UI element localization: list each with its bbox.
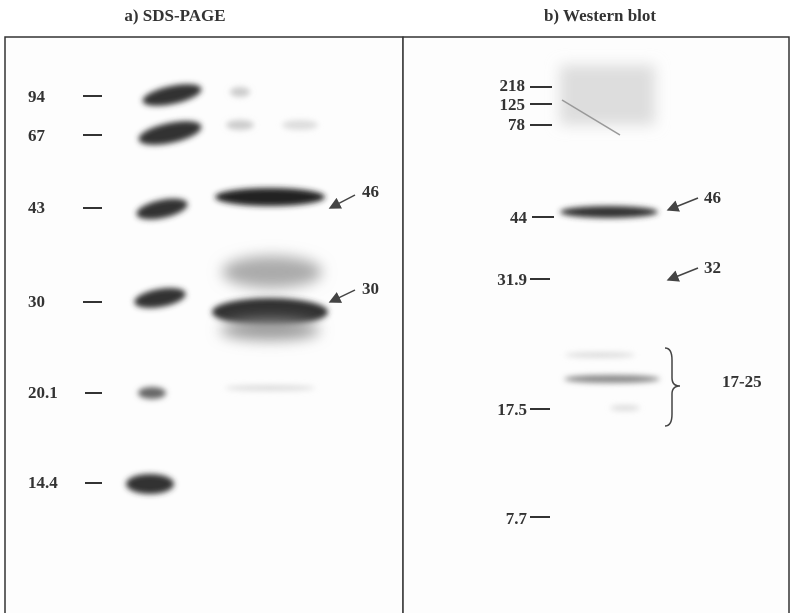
annotations: 46 30 46 32 17-25 (328, 182, 762, 427)
marker-label: 30 (28, 292, 45, 311)
annotation: 17-25 (722, 372, 762, 391)
annotation: 46 (362, 182, 379, 201)
marker-label: 67 (28, 126, 46, 145)
marker-label: 43 (28, 198, 45, 217)
blot-bands (560, 65, 660, 411)
annotation: 32 (704, 258, 721, 277)
marker-label: 78 (508, 115, 525, 134)
annotation: 30 (362, 279, 379, 298)
marker-label: 125 (500, 95, 526, 114)
marker-ladder: 94 67 43 30 20.1 14.4 (28, 87, 102, 492)
marker-label: 17.5 (497, 400, 527, 419)
gel-bands (126, 84, 328, 494)
annotation: 46 (704, 188, 721, 207)
marker-label: 20.1 (28, 383, 58, 402)
marker-label: 14.4 (28, 473, 58, 492)
panel-title: b) Western blot (544, 6, 656, 25)
marker-label: 218 (500, 76, 526, 95)
marker-label: 94 (28, 87, 46, 106)
panel-b-frame (402, 36, 790, 613)
marker-ladder: 218 125 78 44 31.9 17.5 7.7 (497, 76, 554, 528)
panel-a-frame (4, 36, 404, 613)
panel-title: a) SDS-PAGE (124, 6, 225, 25)
marker-label: 44 (510, 208, 528, 227)
marker-label: 7.7 (506, 509, 528, 528)
marker-label: 31.9 (497, 270, 527, 289)
